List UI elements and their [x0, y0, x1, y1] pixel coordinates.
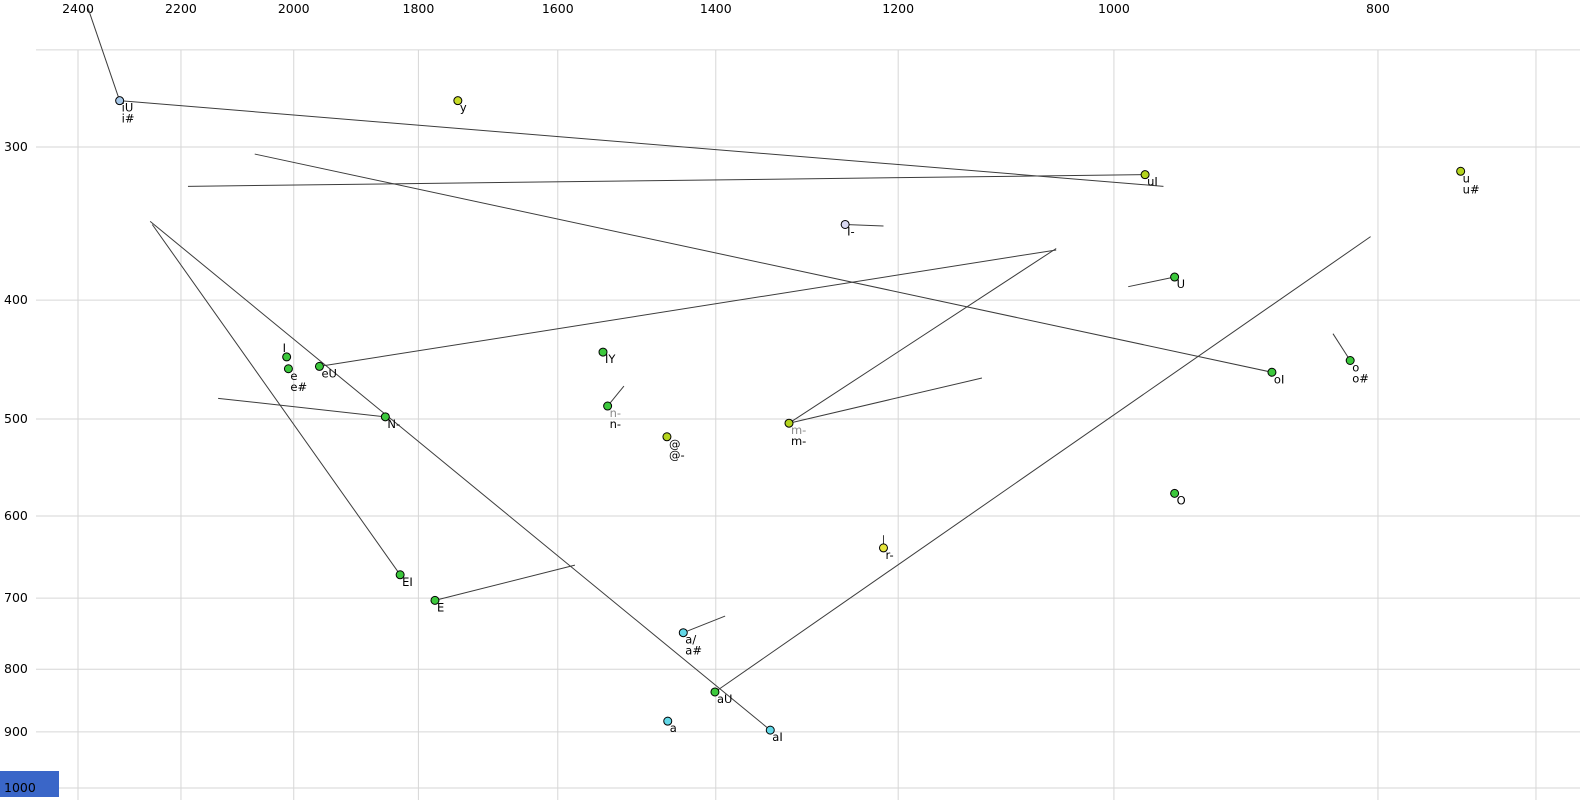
vowel-point-@: [662, 432, 672, 442]
y-tick-label-800: 800: [4, 661, 28, 676]
trajectory-line-aI-trajectory: [149, 221, 771, 731]
vowel-label-a#: a#: [685, 644, 702, 658]
vowel-point-n-: [603, 401, 613, 411]
vowel-label-y: y: [460, 101, 467, 115]
vowel-point-u: [1456, 166, 1466, 176]
trajectory-line-I--tail: [845, 223, 884, 227]
vowel-label-o#: o#: [1352, 371, 1369, 385]
vowel-point-IY: [598, 347, 608, 357]
vowel-label-e: e: [290, 369, 297, 383]
vowel-label-O: O: [1177, 493, 1186, 507]
vowel-label-@-: @-: [669, 448, 685, 462]
x-tick-label-2000: 2000: [278, 1, 310, 16]
vowel-points: iUi# y uI uu# I- U Iee# eU IY n-n- @@- m-m- N-oo# oI O…: [115, 96, 1480, 744]
vowel-label-aI: aI: [772, 730, 782, 744]
vowel-label-r-: r-: [885, 548, 893, 562]
vowel-point-a: [663, 716, 673, 726]
x-tick-label-800: 800: [1366, 1, 1390, 16]
vowel-point-o: [1345, 355, 1355, 365]
vowel-label-uI: uI: [1147, 175, 1158, 189]
vowel-point-a/: [678, 628, 688, 638]
vowel-point-N-: [380, 412, 390, 422]
trajectory-line-m--tail-long: [788, 248, 1057, 424]
trajectory-line-aU-trajectory: [714, 236, 1371, 693]
vowel-label-I: I: [283, 341, 286, 355]
trajectory-line-iU-trajectory: [119, 100, 1164, 187]
vowel-point-EI: [395, 570, 405, 580]
vowel-label-aU: aU: [717, 692, 732, 706]
vowel-point-eU: [314, 361, 324, 371]
trajectory-lines: [87, 7, 1371, 731]
vowel-label-e#: e#: [290, 380, 307, 394]
vowel-label-n-: n-: [610, 406, 621, 420]
y-tick-label-400: 400: [4, 292, 28, 307]
vowel-label-m-: m-: [791, 423, 806, 437]
vowel-label-eU: eU: [321, 366, 337, 380]
vowel-label-n-: n-: [610, 417, 621, 431]
vowel-point-E: [430, 595, 440, 605]
vowel-label-I-: I-: [847, 224, 855, 238]
trajectory-line-EI-trajectory: [151, 224, 401, 576]
vowel-point-O: [1170, 488, 1180, 498]
vowel-label-a: a: [670, 721, 677, 735]
vowel-point-e: [283, 364, 293, 374]
vowel-label-U: U: [1177, 277, 1185, 291]
vowel-label-E: E: [437, 600, 444, 614]
vowel-label-EI: EI: [402, 575, 413, 589]
vowel-point-uI: [1140, 170, 1150, 180]
y-tick-label-600: 600: [4, 508, 28, 523]
trajectory-line-i#-tail: [87, 7, 121, 101]
trajectory-line-uI-trajectory: [187, 174, 1146, 187]
x-tick-label-1200: 1200: [882, 1, 914, 16]
trajectory-line-eU-trajectory: [319, 249, 1057, 367]
y-tick-label-900: 900: [4, 724, 28, 739]
vowel-label-IY: IY: [605, 352, 616, 366]
vowel-label-N-: N-: [387, 417, 400, 431]
vowel-point-aI: [765, 725, 775, 735]
x-tick-label-1400: 1400: [700, 1, 732, 16]
y-tick-label-500: 500: [4, 411, 28, 426]
trajectory-line-N--tail: [218, 397, 386, 418]
vowel-label-i#: i#: [122, 112, 135, 126]
trajectory-line-U-tail: [1128, 276, 1175, 288]
x-tick-label-1800: 1800: [403, 1, 435, 16]
x-tick-label-2400: 2400: [62, 1, 94, 16]
vowel-label-o: o: [1352, 360, 1359, 374]
x-tick-label-1000: 1000: [1098, 1, 1130, 16]
trajectory-line-a/-tail: [683, 615, 726, 634]
selection-marker[interactable]: [0, 771, 59, 797]
trajectory-line-o-tail: [1332, 333, 1351, 361]
vowel-label-m-: m-: [791, 434, 806, 448]
x-tick-label-2200: 2200: [165, 1, 197, 16]
vowel-point-I-: [840, 219, 850, 229]
gridlines: [36, 49, 1580, 800]
y-tick-label-1000: 1000: [4, 780, 36, 795]
vowel-label-oI: oI: [1274, 372, 1284, 386]
vowel-point-m-: [784, 418, 794, 428]
axis-tick-labels: 2400 2200 2000 1800 1600 1400 1200 1000 800 300 40…: [4, 1, 1390, 795]
x-tick-label-1600: 1600: [542, 1, 574, 16]
y-tick-label-700: 700: [4, 590, 28, 605]
y-tick-label-300: 300: [4, 139, 28, 154]
vowel-point-y: [453, 96, 463, 106]
trajectory-line-oI-trajectory: [254, 153, 1273, 373]
vowel-point-iU: [115, 96, 125, 106]
vowel-label-a/: a/: [685, 633, 696, 647]
vowel-point-aU: [710, 687, 720, 697]
vowel-label-@: @: [669, 437, 681, 451]
vowel-point-U: [1170, 272, 1180, 282]
vowel-point-I: [282, 352, 292, 362]
vowel-point-oI: [1267, 367, 1277, 377]
vowel-label-u#: u#: [1463, 182, 1480, 196]
trajectory-line-m--tail-short: [788, 377, 983, 424]
vowel-label-u: u: [1463, 171, 1470, 185]
trajectory-line-E-tail: [434, 564, 576, 601]
vowel-label-iU: iU: [122, 101, 134, 115]
vowel-point-r-: [878, 543, 888, 553]
